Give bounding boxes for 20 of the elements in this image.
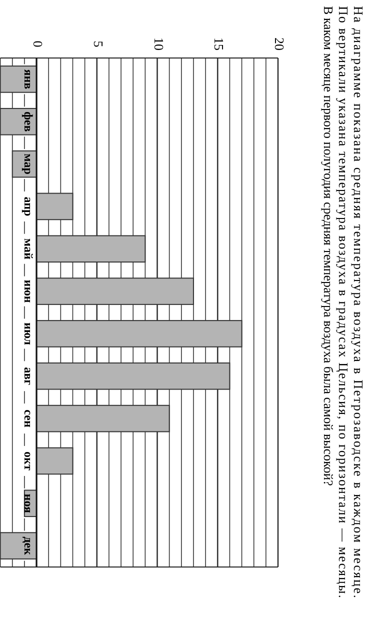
y-tick-label: июл [22,322,36,346]
y-tick-label: сен [22,410,36,428]
y-tick-label: авг [22,367,36,386]
x-tick-label: 20 [272,38,288,50]
text: В каком месяце первого полугодия средняя температура воздуха была самой высокой? [321,6,336,486]
y-tick-label: мар [22,154,36,175]
y-tick-label: фев [22,112,36,132]
y-tick-label: апр [22,196,36,216]
y-tick-label: дек [22,536,36,556]
text: На диаграмме показана средняя температура воздуха в Петрозаводске в каждом месяце. [351,6,366,598]
y-tick-label: янв [22,69,36,90]
y-tick-label: окт [22,452,36,470]
x-tick-label: 15 [212,38,227,50]
text: По вертикали указана температура воздуха в градусах Цельсия, по горизонтали — месяцы. [336,6,351,598]
y-tick-label: июн [22,280,36,303]
x-tick-label: 10 [151,38,166,50]
x-tick-label: 5 [90,40,106,48]
x-tick-label: 0 [30,40,46,48]
y-tick-label: ноя [22,494,36,514]
y-tick-label: май [22,238,36,260]
